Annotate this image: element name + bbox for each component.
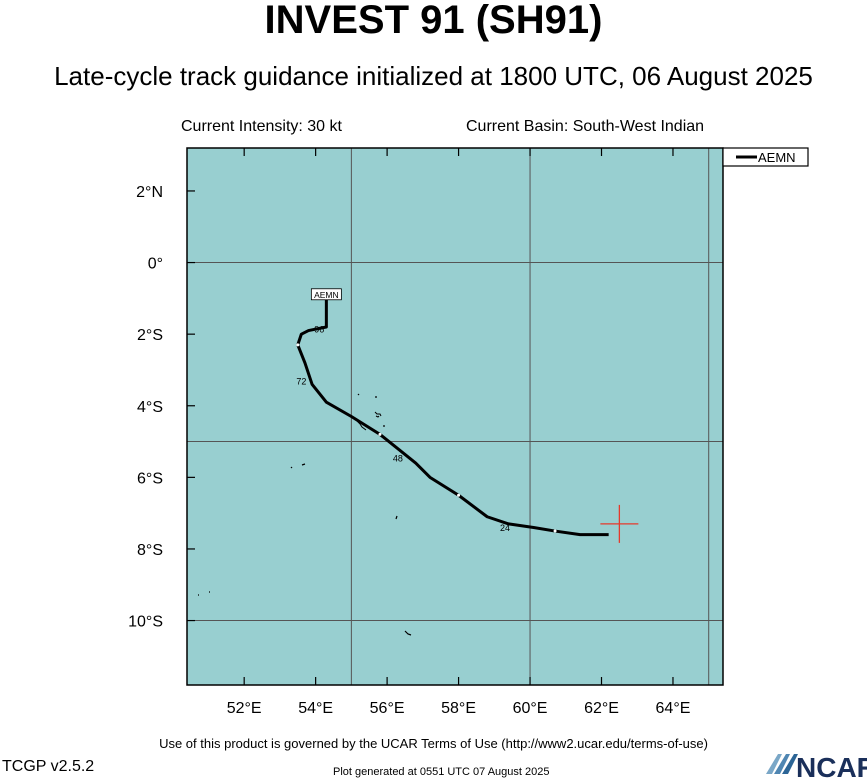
forecast-hour-label: 48 — [393, 453, 403, 463]
x-tick-label: 54°E — [298, 700, 333, 717]
legend: AEMN — [722, 147, 809, 167]
track-point — [553, 529, 557, 533]
island — [374, 411, 382, 417]
track-end-label: AEMN — [314, 290, 339, 300]
forecast-hour-label: 24 — [500, 523, 510, 533]
island — [357, 393, 360, 396]
svg-text:NCAR: NCAR — [796, 752, 867, 780]
x-tick-label: 62°E — [584, 700, 619, 717]
forecast-hour-label: 96 — [314, 324, 324, 334]
island — [375, 415, 380, 418]
y-tick-label: 4°S — [137, 399, 163, 416]
track-point — [378, 432, 382, 436]
y-tick-label: 2°N — [136, 184, 163, 201]
islands — [198, 393, 412, 636]
x-tick-label: 52°E — [227, 700, 262, 717]
track-end-label-box — [310, 288, 342, 301]
island — [395, 515, 398, 520]
island — [301, 463, 306, 466]
ncar-logo: NCAR — [766, 752, 867, 780]
y-tick-label: 6°S — [137, 470, 163, 487]
terms-of-use: Use of this product is governed by the U… — [159, 736, 708, 751]
track-point — [296, 343, 300, 347]
island — [404, 630, 412, 636]
x-tick-label: 56°E — [370, 700, 405, 717]
version-label: TCGP v2.5.2 — [2, 758, 95, 775]
chart-title: INVEST 91 (SH91) — [264, 0, 603, 42]
plot-generated: Plot generated at 0551 UTC 07 August 202… — [333, 766, 550, 778]
forecast-hour-label: 72 — [296, 376, 306, 386]
x-tick-label: 58°E — [441, 700, 476, 717]
island — [290, 466, 293, 469]
ocean-background — [187, 148, 723, 685]
track-point — [457, 493, 461, 497]
y-tick-label: 0° — [148, 256, 163, 273]
current-basin: Current Basin: South-West Indian — [466, 118, 705, 135]
x-tick-label: 60°E — [513, 700, 548, 717]
plot-frame — [186, 147, 724, 686]
y-tick-label: 10°S — [128, 614, 163, 631]
chart-subtitle: Late-cycle track guidance initialized at… — [54, 61, 813, 91]
track-line-aemn — [296, 294, 609, 537]
current-intensity: Current Intensity: 30 kt — [181, 118, 342, 135]
x-tick-label: 64°E — [656, 700, 691, 717]
y-tick-label: 2°S — [137, 327, 163, 344]
legend-label-aemn: AEMN — [758, 150, 796, 165]
y-tick-label: 8°S — [137, 542, 163, 559]
